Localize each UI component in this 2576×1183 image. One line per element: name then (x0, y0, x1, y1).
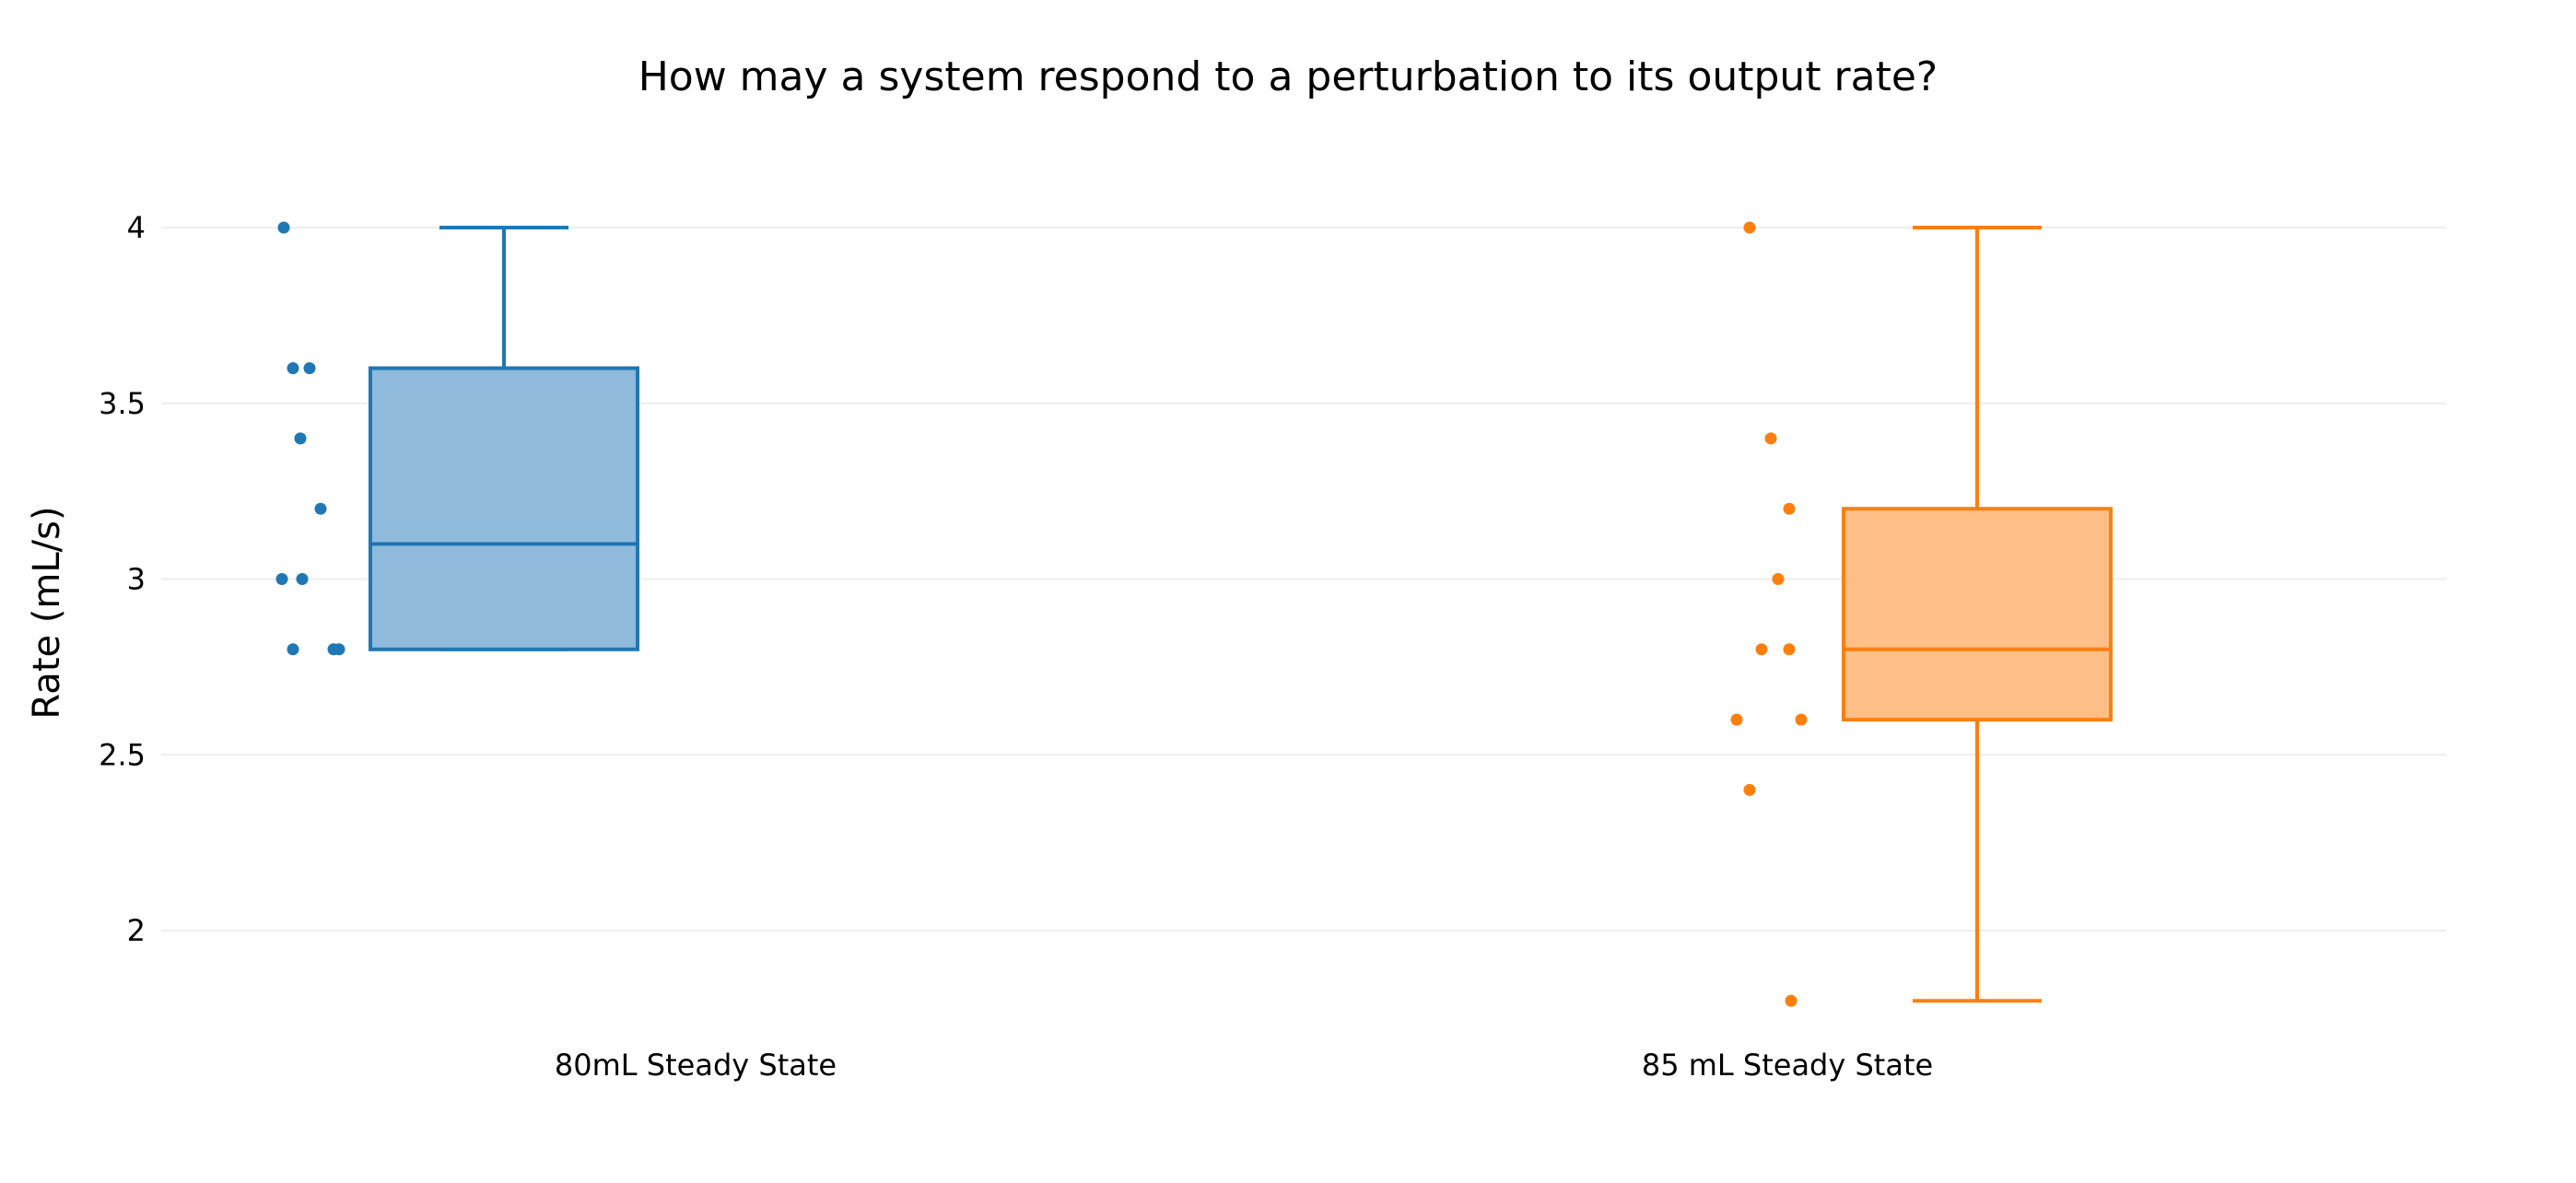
data-points (275, 221, 1808, 1007)
data-point (296, 573, 309, 585)
y-axis-ticks: 2 2.5 3 3.5 4 (99, 210, 146, 948)
y-axis-title: Rate (mL/s) (26, 506, 68, 719)
data-point (303, 362, 316, 375)
data-point (1743, 221, 1756, 234)
data-point (1783, 643, 1796, 656)
iqr-box (1842, 507, 2113, 722)
data-point (1730, 713, 1743, 726)
chart-title: How may a system respond to a perturbati… (638, 53, 1938, 100)
iqr-box (369, 366, 639, 651)
y-tick-label: 3 (127, 562, 146, 597)
data-point (287, 362, 299, 375)
data-point (277, 221, 290, 234)
data-point (1783, 502, 1796, 515)
data-point (314, 502, 327, 515)
y-tick-label: 2 (127, 913, 146, 948)
x-category-label: 80mL Steady State (555, 1048, 837, 1083)
data-point (1785, 994, 1797, 1007)
data-point (1743, 783, 1756, 796)
data-point (1772, 573, 1785, 585)
data-point (1755, 643, 1768, 656)
data-point (327, 643, 340, 656)
x-axis-categories: 80mL Steady State 85 mL Steady State (555, 1048, 1933, 1083)
box-2 (1842, 226, 2113, 1003)
box-1 (369, 226, 639, 651)
data-point (275, 573, 288, 585)
y-tick-label: 3.5 (99, 386, 146, 421)
x-category-label: 85 mL Steady State (1642, 1048, 1933, 1083)
boxes (369, 226, 2113, 1003)
data-point (1764, 432, 1777, 445)
y-tick-label: 4 (127, 210, 146, 245)
y-tick-label: 2.5 (99, 737, 146, 772)
data-point (1795, 713, 1808, 726)
data-point (294, 432, 307, 445)
data-point (287, 643, 299, 656)
